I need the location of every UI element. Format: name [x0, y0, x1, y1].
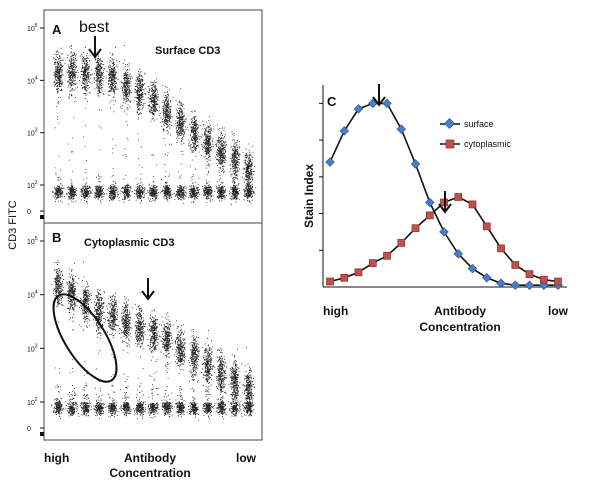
panel-c-x-mid-label-2: Concentration — [419, 320, 500, 334]
y-tick-label: 102 — [27, 397, 38, 407]
data-point — [341, 274, 348, 281]
left-y-axis-label: CD3 FITC — [7, 200, 19, 250]
data-point — [526, 271, 533, 278]
panel-c-y-label: Stain Index — [302, 164, 316, 228]
legend-cytoplasmic-label: cytoplasmic — [464, 139, 512, 149]
data-point — [525, 281, 533, 289]
y-tick-label: 104 — [27, 75, 38, 85]
data-point — [555, 278, 562, 285]
data-point — [483, 274, 491, 282]
data-point — [440, 228, 448, 236]
data-point — [383, 99, 391, 107]
left-x-mid-label-2: Concentration — [109, 466, 190, 480]
y-tick-label: 104 — [27, 290, 38, 300]
y-tick-label: 102 — [27, 180, 38, 190]
left-x-high-label: high — [44, 451, 69, 465]
y-tick-label: 105 — [27, 23, 38, 33]
data-point — [426, 198, 434, 206]
data-point — [511, 281, 519, 289]
left-x-low-label: low — [236, 451, 257, 465]
data-point — [398, 239, 405, 246]
best-annotation: best — [79, 19, 110, 36]
panel-b-title: Cytoplasmic CD3 — [84, 237, 174, 249]
data-point — [483, 223, 490, 230]
legend-cytoplasmic-marker — [446, 140, 454, 148]
data-point — [354, 105, 362, 113]
legend-surface-label: surface — [464, 119, 494, 129]
y-tick-label: 105 — [27, 236, 38, 246]
legend-surface-marker — [445, 119, 455, 129]
y-tick-label: 103 — [27, 343, 38, 353]
y-tick-label: 0 — [27, 209, 31, 216]
data-point — [540, 276, 547, 283]
data-point — [384, 252, 391, 259]
data-point — [369, 260, 376, 267]
y-tick-label: 103 — [27, 128, 38, 138]
panel-a-y-ticks: 105 104 103 102 0 — [27, 23, 44, 219]
data-point — [327, 278, 334, 285]
data-point — [498, 245, 505, 252]
panel-c-x-high-label: high — [323, 304, 348, 318]
left-x-mid-label: Antibody — [124, 451, 176, 465]
y-tick-label: 0 — [27, 426, 31, 433]
panel-b-y-ticks: 105 104 103 102 0 — [27, 236, 44, 436]
panel-c-letter: C — [327, 94, 337, 109]
panel-c-x-low-label: low — [548, 304, 569, 318]
data-point — [497, 279, 505, 287]
data-point — [411, 160, 419, 168]
panel-b-letter: B — [52, 230, 61, 245]
panel-c-legend: surface cytoplasmic — [440, 119, 512, 149]
data-point — [469, 201, 476, 208]
data-point — [426, 212, 433, 219]
panel-a-letter: A — [52, 22, 62, 37]
data-point — [326, 158, 334, 166]
data-point — [355, 269, 362, 276]
panel-c-y-ticks — [319, 103, 323, 250]
data-point — [455, 194, 462, 201]
data-point — [512, 262, 519, 269]
data-point — [412, 225, 419, 232]
data-point — [397, 125, 405, 133]
data-point — [340, 127, 348, 135]
panel-c-x-mid-label: Antibody — [434, 304, 486, 318]
panel-a-title: Surface CD3 — [155, 45, 220, 57]
